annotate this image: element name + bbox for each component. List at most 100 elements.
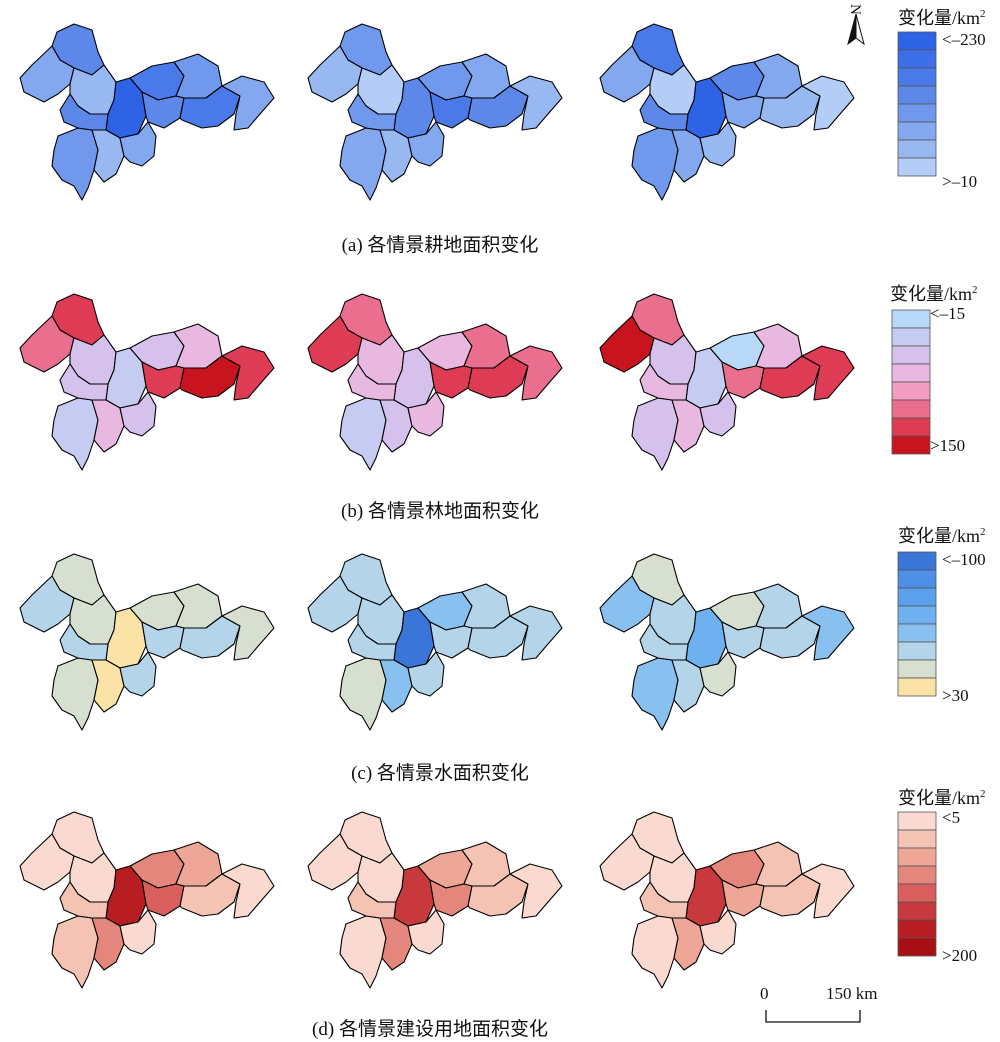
legend-water <box>897 551 937 697</box>
district-region <box>91 659 125 713</box>
district-region <box>599 45 655 103</box>
district-region <box>119 391 157 437</box>
legend-swatch <box>897 937 937 957</box>
district-region <box>19 833 75 891</box>
district-region <box>631 127 679 201</box>
district-region <box>639 93 689 131</box>
district-region <box>699 121 737 167</box>
district-region <box>801 863 855 919</box>
district-region <box>307 45 363 103</box>
district-region <box>59 93 109 131</box>
legend-top-label-b: <–15 <box>930 304 966 323</box>
legend-swatch <box>897 883 937 903</box>
district-region <box>91 917 125 971</box>
district-region <box>339 127 387 201</box>
legend-swatch <box>897 157 937 177</box>
legend-swatch <box>891 399 931 419</box>
legend-bottom-label-a: >–10 <box>942 172 978 191</box>
district-region <box>671 399 705 453</box>
district-region <box>347 93 397 131</box>
legend-title-b: 变化量/km2 <box>890 284 978 304</box>
legend-swatch <box>897 847 937 867</box>
scale-bar <box>765 1010 861 1023</box>
map-panel-forest-1 <box>19 293 275 471</box>
district-region <box>599 315 655 373</box>
district-region <box>599 833 655 891</box>
legend-swatch <box>891 363 931 383</box>
legend-swatch <box>897 85 937 105</box>
legend-swatch <box>891 381 931 401</box>
legend-swatch <box>897 139 937 159</box>
district-region <box>407 121 445 167</box>
district-region <box>801 75 855 131</box>
legend-cropland <box>897 31 937 177</box>
legend-swatch <box>891 417 931 437</box>
district-region <box>339 397 387 471</box>
legend-swatch <box>897 919 937 939</box>
legend-top-label-a: <–230 <box>942 30 986 49</box>
district-region <box>699 909 737 955</box>
legend-top-label-d: <5 <box>942 808 961 827</box>
district-region <box>631 397 679 471</box>
district-region <box>307 575 363 633</box>
district-region <box>221 345 275 401</box>
legend-swatch <box>897 569 937 589</box>
legend-swatch <box>897 677 937 697</box>
legend-title-c: 变化量/km2 <box>898 526 986 546</box>
legend-swatch <box>897 865 937 885</box>
district-region <box>339 657 387 731</box>
district-region <box>631 657 679 731</box>
district-region <box>509 345 563 401</box>
district-region <box>639 363 689 401</box>
district-region <box>509 605 563 661</box>
district-region <box>509 863 563 919</box>
legend-top-label-c: <–100 <box>942 550 986 569</box>
district-region <box>759 615 821 659</box>
district-region <box>407 391 445 437</box>
north-arrow-icon: N <box>847 4 865 46</box>
legend-swatch <box>891 327 931 347</box>
district-region <box>307 315 363 373</box>
district-region <box>19 315 75 373</box>
legend-swatch <box>897 121 937 141</box>
district-region <box>221 863 275 919</box>
map-panel-water-3 <box>599 553 855 731</box>
district-region <box>347 623 397 661</box>
district-region <box>179 873 241 917</box>
caption-b: (b) 各情景林地面积变化 <box>341 501 539 522</box>
caption-a: (a) 各情景耕地面积变化 <box>341 235 539 256</box>
district-region <box>347 881 397 919</box>
district-region <box>801 345 855 401</box>
district-region <box>379 917 413 971</box>
legend-swatch <box>891 435 931 455</box>
district-region <box>379 129 413 183</box>
legend-swatch <box>897 605 937 625</box>
district-region <box>639 623 689 661</box>
legend-bottom-label-c: >30 <box>942 686 969 705</box>
legend-swatch <box>897 901 937 921</box>
district-region <box>339 915 387 989</box>
map-panel-water-2 <box>307 553 563 731</box>
district-region <box>379 659 413 713</box>
district-region <box>179 615 241 659</box>
district-region <box>407 651 445 697</box>
district-region <box>699 391 737 437</box>
map-panel-built-1 <box>19 811 275 989</box>
district-region <box>347 363 397 401</box>
district-region <box>759 85 821 129</box>
map-panel-built-2 <box>307 811 563 989</box>
legend-swatch <box>897 659 937 679</box>
legend-built <box>897 811 937 957</box>
district-region <box>179 85 241 129</box>
caption-c: (c) 各情景水面积变化 <box>351 763 529 784</box>
district-region <box>699 651 737 697</box>
district-region <box>639 881 689 919</box>
district-region <box>509 75 563 131</box>
scale-end-label: 150 km <box>826 984 878 1003</box>
district-region <box>221 605 275 661</box>
district-region <box>467 873 529 917</box>
district-region <box>51 127 99 201</box>
map-panel-cropland-1 <box>19 23 275 201</box>
district-region <box>467 355 529 399</box>
